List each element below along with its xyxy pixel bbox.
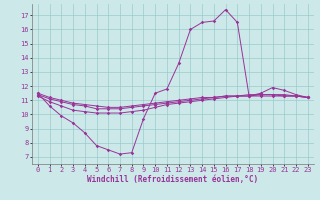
X-axis label: Windchill (Refroidissement éolien,°C): Windchill (Refroidissement éolien,°C) bbox=[87, 175, 258, 184]
